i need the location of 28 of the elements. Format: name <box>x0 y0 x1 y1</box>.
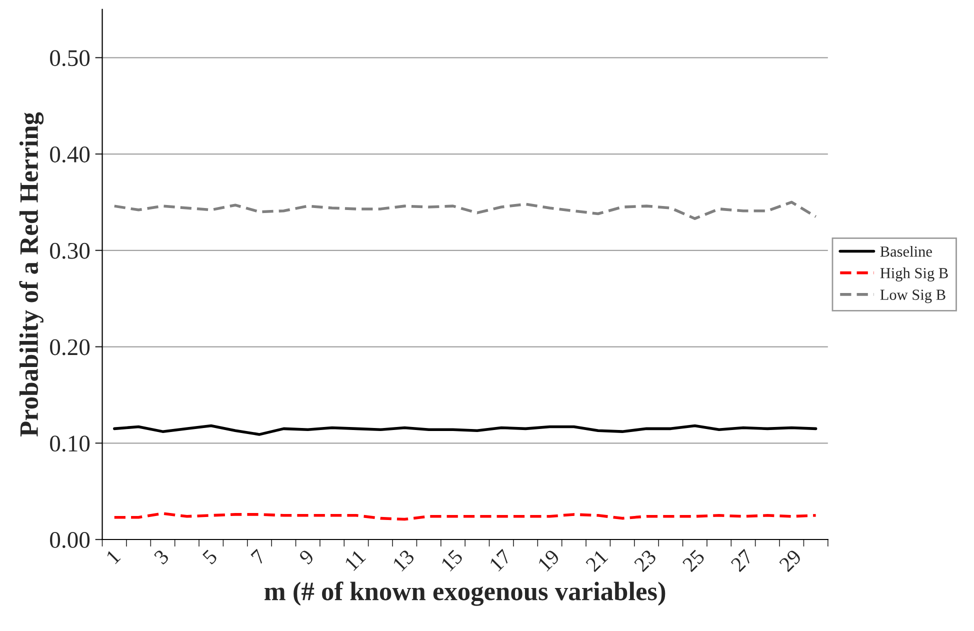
legend-label: Low Sig B <box>880 290 946 304</box>
line-series <box>112 424 818 436</box>
x-tick-label: 17 <box>489 548 512 572</box>
y-tick-label: 0.50 <box>50 50 90 66</box>
x-tick-label: 29 <box>778 548 802 572</box>
legend-label: High Sig B <box>880 268 948 282</box>
x-tick-label: 21 <box>585 549 608 572</box>
x-tick-label: 9 <box>298 548 315 566</box>
x-axis-title: m (# of known exogenous variables) <box>264 581 666 606</box>
y-tick-label: 0.20 <box>50 339 90 356</box>
x-tick-label: 23 <box>634 548 657 572</box>
x-tick-label: 27 <box>730 548 754 572</box>
x-tick-label: 11 <box>344 549 366 571</box>
x-tick-label: 3 <box>154 548 170 565</box>
y-tick-label: 0.00 <box>50 532 90 548</box>
line-series <box>112 200 818 220</box>
x-tick-label: 19 <box>537 548 560 572</box>
y-tick-label: 0.40 <box>50 146 90 163</box>
x-tick-label: 7 <box>250 548 266 564</box>
x-tick-label: 25 <box>682 548 706 572</box>
x-tick-label: 13 <box>392 548 416 572</box>
x-tick-label: 5 <box>202 548 218 565</box>
y-axis-title: Probability of a Red Herring <box>19 112 44 437</box>
y-tick-label: 0.30 <box>50 242 90 259</box>
x-tick-label: 1 <box>106 549 121 564</box>
legend-label: Baseline <box>880 246 932 257</box>
y-tick-label: 0.10 <box>50 436 90 452</box>
x-tick-label: 15 <box>440 548 464 572</box>
